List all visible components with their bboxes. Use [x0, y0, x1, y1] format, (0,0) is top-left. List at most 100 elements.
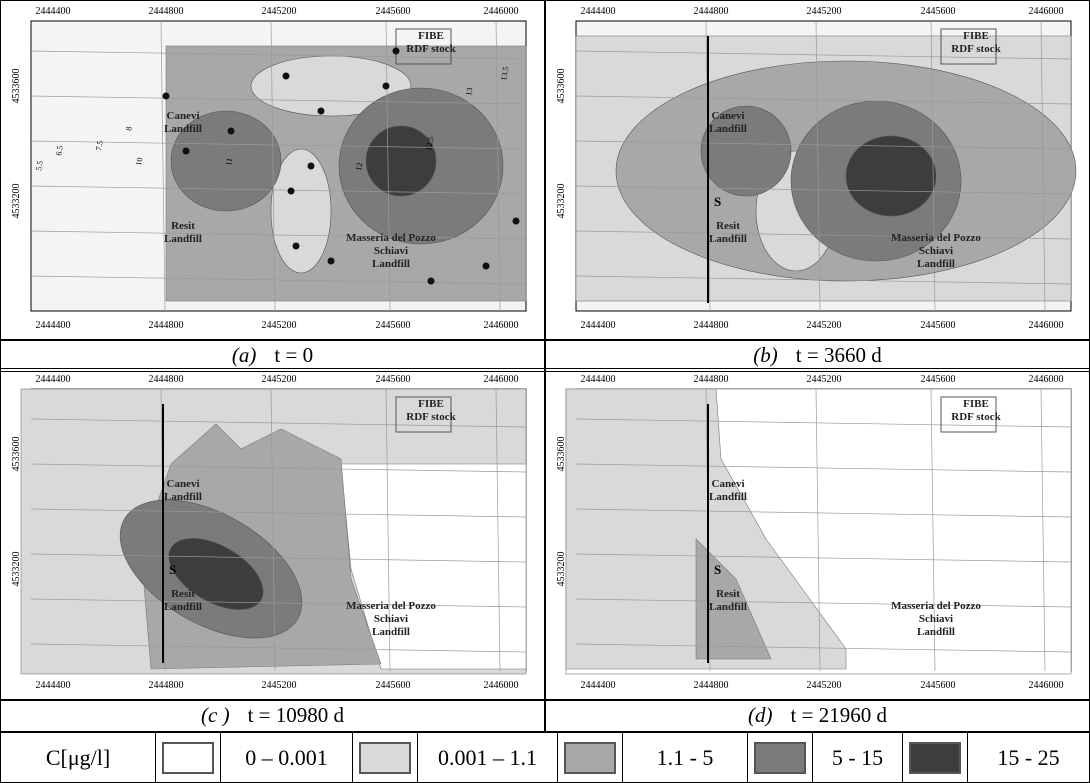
legend-label: 1.1 - 5 [623, 733, 748, 782]
x-tick-label: 2444800 [694, 374, 729, 385]
x-tick-label: 2444400 [36, 320, 71, 331]
map-line [930, 20, 936, 312]
plume-zone [168, 538, 264, 610]
x-tick-label: 2444800 [149, 6, 184, 17]
panel-time: t = 0 [274, 343, 314, 367]
x-tick-label: 2445200 [262, 6, 297, 17]
legend-swatch [359, 741, 411, 774]
place-label: Masseria del Pozzo [346, 600, 436, 612]
place-label: FIBE [963, 398, 989, 410]
place-label: Resit [716, 588, 740, 600]
map-line [30, 418, 527, 428]
map-line [575, 418, 1072, 428]
x-tick-label: 2446000 [484, 374, 519, 385]
sample-point [227, 127, 235, 135]
map-panel: 2444400 2444400 2444800 2444800 2445200 24452… [545, 0, 1090, 340]
map-line [270, 388, 276, 672]
x-tick-label: 2445200 [807, 6, 842, 17]
place-label: RDF stock [951, 43, 1001, 55]
map-line [30, 140, 527, 150]
x-tick-label: 2444800 [694, 320, 729, 331]
map-line [815, 388, 821, 672]
place-label: Landfill [709, 123, 747, 135]
plume-zone [845, 135, 937, 217]
sample-point [287, 187, 295, 195]
map-line [575, 230, 1072, 240]
well-label: S [714, 194, 721, 209]
well-label: S [169, 562, 176, 577]
y-tick-label: 4533200 [11, 184, 22, 219]
map-line [1040, 20, 1046, 312]
legend: C[μg/l] 0 – 0.001 0.001 – 1.1 1.1 - 5 5 - 15… [0, 732, 1090, 783]
map-line [575, 643, 1072, 653]
place-label: Canevi [712, 110, 745, 122]
map-line [575, 140, 1072, 150]
place-label: Landfill [917, 258, 955, 270]
place-label: FIBE [418, 398, 444, 410]
map-panel: 2444400 2444400 2444800 2444800 2445200 24452… [545, 368, 1090, 700]
y-tick-label: 4533200 [11, 552, 22, 587]
sample-point [327, 257, 335, 265]
place-label: Canevi [167, 110, 200, 122]
x-tick-label: 2444400 [36, 374, 71, 385]
panel-label: (d) [748, 703, 773, 727]
x-tick-label: 2446000 [484, 6, 519, 17]
place-label: RDF stock [406, 43, 456, 55]
place-label: Canevi [712, 478, 745, 490]
sample-point [392, 47, 400, 55]
building [395, 396, 452, 433]
well-label: S [714, 562, 721, 577]
map-line [575, 95, 1072, 105]
contour-label: 6.5 [54, 145, 65, 156]
contour-label: 13 [464, 87, 474, 96]
map-line [495, 388, 501, 672]
place-label: Landfill [917, 626, 955, 638]
map-line [575, 463, 1072, 473]
place-label: Resit [716, 220, 740, 232]
x-tick-label: 2444400 [581, 374, 616, 385]
place-label: Masseria del Pozzo [891, 232, 981, 244]
place-label: Landfill [709, 601, 747, 613]
building [940, 396, 997, 433]
place-label: Schiavi [919, 613, 953, 625]
x-tick-label: 2444800 [149, 680, 184, 691]
sample-point [307, 162, 315, 170]
legend-label: 0.001 – 1.1 [418, 733, 558, 782]
map-line [575, 598, 1072, 608]
place-label: Schiavi [374, 245, 408, 257]
place-label: Masseria del Pozzo [891, 600, 981, 612]
map-line [270, 20, 276, 312]
contour-label: 12.5 [424, 136, 435, 151]
x-tick-label: 2446000 [1029, 680, 1064, 691]
y-tick-label: 4533600 [556, 69, 567, 104]
place-label: FIBE [418, 30, 444, 42]
map-line [30, 230, 527, 240]
map-line [495, 20, 501, 312]
place-label: Canevi [167, 478, 200, 490]
place-label: Landfill [164, 491, 202, 503]
contour-label: 10 [134, 157, 144, 166]
map-line [30, 598, 527, 608]
plume-zone [565, 388, 847, 670]
plume-zone [700, 105, 792, 197]
panel-caption: (a) t = 0 [0, 340, 545, 372]
contour-label: 8 [124, 126, 134, 132]
legend-swatch-cell [903, 733, 968, 782]
legend-swatch-cell [353, 733, 418, 782]
legend-swatch [754, 741, 806, 774]
place-label: Landfill [372, 626, 410, 638]
legend-label: 5 - 15 [813, 733, 903, 782]
place-label: Landfill [709, 491, 747, 503]
map-line [575, 185, 1072, 195]
x-tick-label: 2444400 [36, 680, 71, 691]
x-tick-label: 2445200 [262, 374, 297, 385]
map-line [575, 553, 1072, 563]
map-line [30, 553, 527, 563]
panel-label: (a) [231, 343, 257, 367]
x-tick-label: 2444400 [581, 320, 616, 331]
x-tick-label: 2444800 [149, 374, 184, 385]
place-label: Landfill [372, 258, 410, 270]
panel-time: t = 10980 d [247, 703, 344, 727]
x-tick-label: 2445600 [921, 6, 956, 17]
place-label: Landfill [164, 601, 202, 613]
